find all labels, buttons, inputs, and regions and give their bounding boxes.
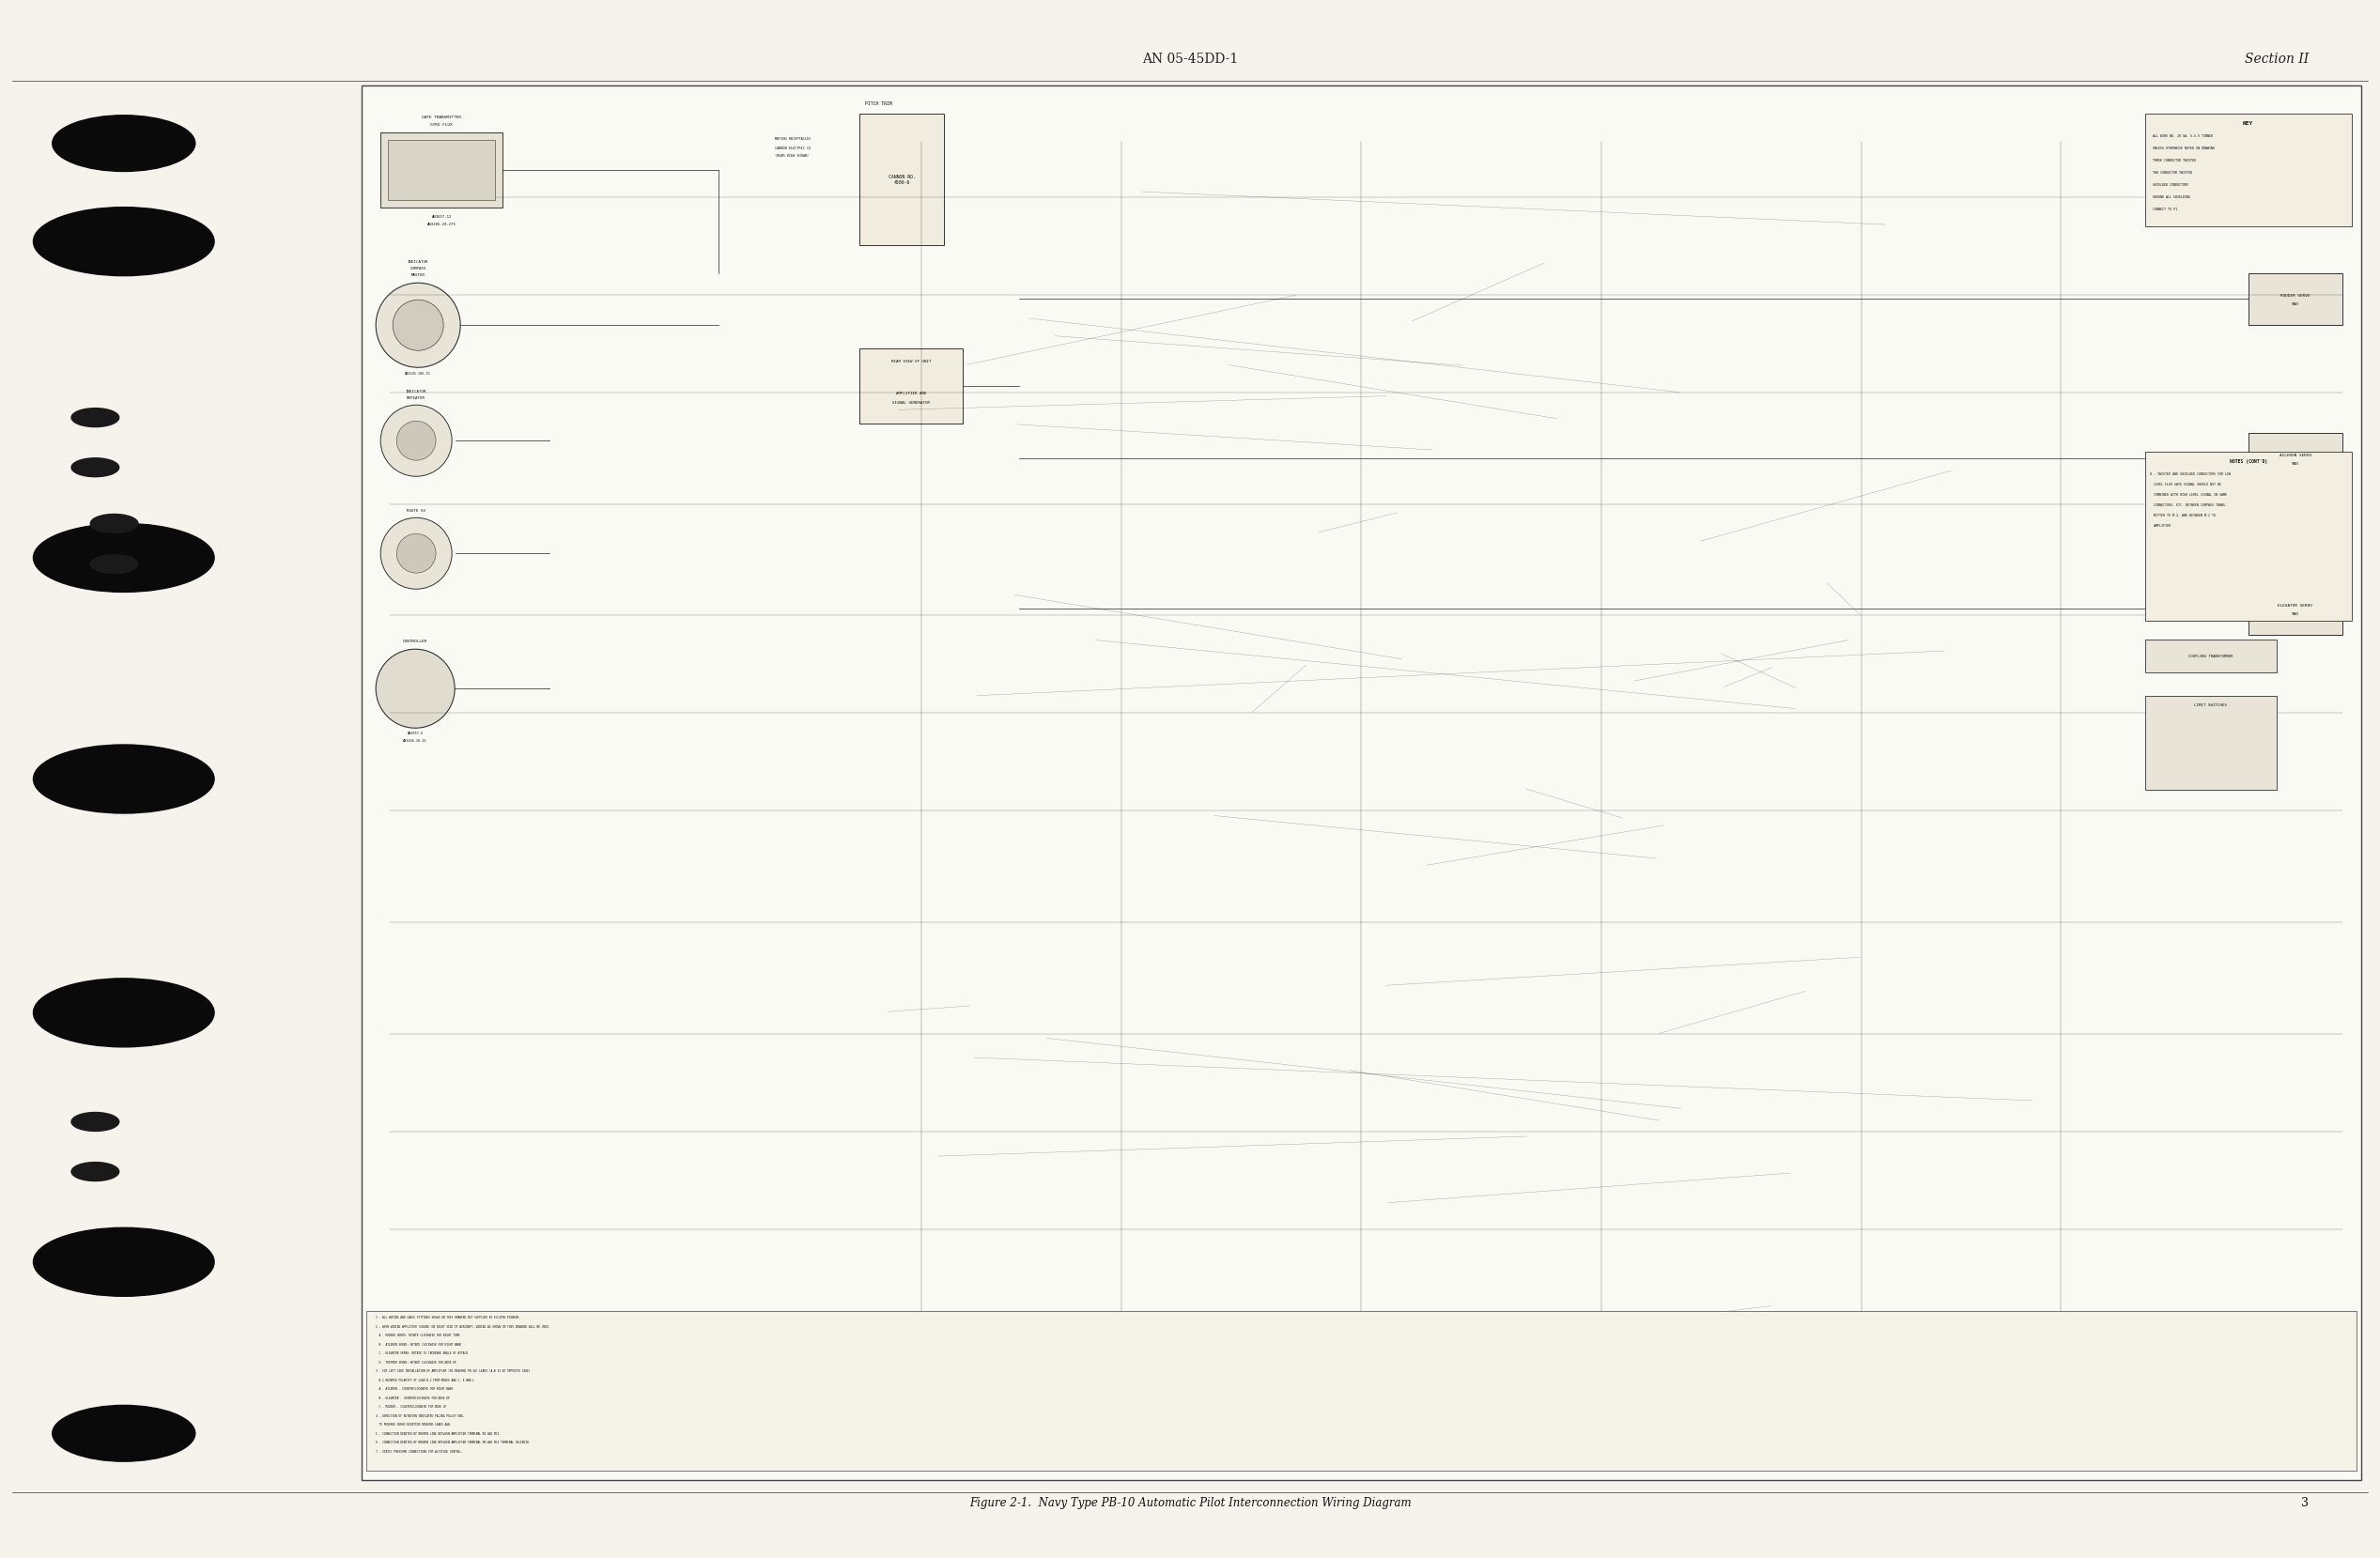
- Bar: [859, 349, 964, 424]
- Text: C - ELEVATOR SERVO: ROTATE TO INCREASE ANGLE OF ATTACK: C - ELEVATOR SERVO: ROTATE TO INCREASE A…: [376, 1351, 469, 1355]
- Ellipse shape: [90, 555, 138, 573]
- Ellipse shape: [33, 1228, 214, 1296]
- Text: MITTER TO M-2, AND BETWEEN M-2 TO: MITTER TO M-2, AND BETWEEN M-2 TO: [2149, 514, 2216, 517]
- Text: A - AILERON - COUNTERCLOCKWISE FOR RIGHT BANK: A - AILERON - COUNTERCLOCKWISE FOR RIGHT…: [376, 1387, 452, 1391]
- Text: B - ELEVATOR - COUNTERCLOCKWISE FOR NOSE UP: B - ELEVATOR - COUNTERCLOCKWISE FOR NOSE…: [376, 1396, 450, 1399]
- Text: GYRO FLUX: GYRO FLUX: [431, 123, 452, 128]
- Bar: [2144, 114, 2351, 226]
- Bar: [381, 132, 502, 207]
- Text: UNLESS OTHERWISE NOTED ON DRAWING: UNLESS OTHERWISE NOTED ON DRAWING: [2152, 146, 2213, 151]
- Text: MATING RECEPTACLES: MATING RECEPTACLES: [776, 137, 812, 142]
- Text: B - AILERON SERVO: ROTATE CLOCKWISE FOR RIGHT BANK: B - AILERON SERVO: ROTATE CLOCKWISE FOR …: [376, 1343, 462, 1346]
- Text: LEVEL FLUX GATE SIGNAL SHOULD NOT BE: LEVEL FLUX GATE SIGNAL SHOULD NOT BE: [2149, 483, 2221, 486]
- Circle shape: [376, 650, 455, 728]
- Text: COMPASS: COMPASS: [409, 266, 426, 271]
- Text: CANNON ELECTRIC CO: CANNON ELECTRIC CO: [776, 146, 812, 151]
- Bar: [362, 86, 2361, 1480]
- Text: AN 05-45DD-1: AN 05-45DD-1: [1142, 53, 1238, 65]
- Text: SIGNAL GENERATOR: SIGNAL GENERATOR: [892, 402, 931, 405]
- Ellipse shape: [71, 1162, 119, 1181]
- Circle shape: [381, 405, 452, 477]
- Circle shape: [393, 299, 443, 351]
- Bar: [859, 114, 945, 245]
- Bar: [2144, 452, 2351, 622]
- Text: MASTER: MASTER: [412, 274, 426, 277]
- Text: 5 - CONNECTION DENOTED BY BROKEN LINE BETWEEN AMPLIFIER TERMINAL M2 AND MCI.: 5 - CONNECTION DENOTED BY BROKEN LINE BE…: [376, 1432, 500, 1435]
- Text: A - RUDDER SERVO: ROTATE CLOCKWISE FOR RIGHT TURN: A - RUDDER SERVO: ROTATE CLOCKWISE FOR R…: [376, 1334, 459, 1337]
- Text: CONNECTORS, ETC. BETWEEN COMPASS TRANS-: CONNECTORS, ETC. BETWEEN COMPASS TRANS-: [2149, 503, 2228, 508]
- Ellipse shape: [71, 1112, 119, 1131]
- Text: AN3106-18-15: AN3106-18-15: [402, 740, 428, 743]
- Text: GROUND ALL SHIELDING: GROUND ALL SHIELDING: [2152, 196, 2190, 199]
- Text: 5N0: 5N0: [2292, 461, 2299, 466]
- Text: REAR VIEW OF UNIT: REAR VIEW OF UNIT: [890, 360, 931, 363]
- Text: AN3057-12: AN3057-12: [431, 215, 452, 220]
- Bar: [2249, 274, 2342, 326]
- Text: GATE TRANSMITTER: GATE TRANSMITTER: [421, 115, 462, 120]
- Text: 3: 3: [2301, 1497, 2309, 1510]
- Text: INDICATOR: INDICATOR: [407, 260, 428, 265]
- Circle shape: [381, 517, 452, 589]
- Bar: [2249, 583, 2342, 636]
- Text: PITCH TRIM: PITCH TRIM: [864, 101, 892, 106]
- Text: AN3106-20-27S: AN3106-20-27S: [426, 223, 457, 226]
- Text: AN3057-6: AN3057-6: [407, 732, 424, 735]
- Text: C - RUDDER - COUNTERCLOCKWISE FOR NOSE UP: C - RUDDER - COUNTERCLOCKWISE FOR NOSE U…: [376, 1405, 447, 1408]
- Text: AMPLIFIER AND: AMPLIFIER AND: [895, 393, 926, 396]
- Ellipse shape: [33, 523, 214, 592]
- Text: CANNON NO.
4500-6: CANNON NO. 4500-6: [888, 174, 916, 185]
- Text: TWO CONDUCTOR TWISTED: TWO CONDUCTOR TWISTED: [2152, 171, 2192, 174]
- Circle shape: [376, 284, 459, 368]
- Text: KEY: KEY: [2242, 122, 2254, 126]
- Text: Figure 2-1.  Navy Type PB-10 Automatic Pilot Interconnection Wiring Diagram: Figure 2-1. Navy Type PB-10 Automatic Pi…: [969, 1497, 1411, 1510]
- Text: 5N0: 5N0: [2292, 612, 2299, 615]
- Text: ROUTE 50: ROUTE 50: [407, 509, 426, 513]
- Text: INDICATOR: INDICATOR: [405, 390, 426, 394]
- Ellipse shape: [52, 1405, 195, 1461]
- Text: CONNECT TO P1: CONNECT TO P1: [2152, 207, 2178, 212]
- Circle shape: [397, 534, 436, 573]
- Text: RUDDER SERVO: RUDDER SERVO: [2280, 294, 2311, 298]
- Bar: [367, 1312, 2356, 1471]
- Text: COMBINED WITH HIGH LEVEL SIGNAL IN SAME: COMBINED WITH HIGH LEVEL SIGNAL IN SAME: [2149, 494, 2228, 497]
- Ellipse shape: [90, 514, 138, 533]
- Text: (REAR VIEW SHOWN): (REAR VIEW SHOWN): [776, 154, 809, 157]
- Text: COUPLING TRANSFORMER: COUPLING TRANSFORMER: [2187, 654, 2232, 657]
- Text: B-1 REVERSE POLARITY OF LEAD B-2 FROM MODES AND C, E AND L: B-1 REVERSE POLARITY OF LEAD B-2 FROM MO…: [376, 1379, 474, 1382]
- Bar: [2144, 696, 2275, 790]
- Text: D - TRIMMER SERVO: ROTATE CLOCKWISE FOR NOSE UP: D - TRIMMER SERVO: ROTATE CLOCKWISE FOR …: [376, 1360, 457, 1365]
- Ellipse shape: [71, 458, 119, 477]
- Bar: [2249, 433, 2342, 485]
- Circle shape: [397, 421, 436, 460]
- Bar: [2144, 640, 2275, 673]
- Ellipse shape: [33, 207, 214, 276]
- Text: THREE CONDUCTOR TWISTED: THREE CONDUCTOR TWISTED: [2152, 159, 2197, 162]
- Text: AMPLIFIER: AMPLIFIER: [2149, 523, 2171, 528]
- Text: TO REVERSE SERVO ROTATION REVERSE LEADS A&B.: TO REVERSE SERVO ROTATION REVERSE LEADS …: [376, 1422, 452, 1427]
- Ellipse shape: [33, 978, 214, 1047]
- Ellipse shape: [52, 115, 195, 171]
- Text: CONTROLLER: CONTROLLER: [402, 640, 428, 643]
- Text: 5N0: 5N0: [2292, 302, 2299, 305]
- Text: 3 - FOR LEFT SIDE INSTALLATION OF AMPLIFIER (5D-REVERSE PB-10) LEADS (A,B IS AT : 3 - FOR LEFT SIDE INSTALLATION OF AMPLIF…: [376, 1369, 531, 1373]
- Text: AN3106-18S-15: AN3106-18S-15: [405, 372, 431, 375]
- Text: 4 - DIRECTION OF ROTATION INDICATED FACING PULLEY END.: 4 - DIRECTION OF ROTATION INDICATED FACI…: [376, 1415, 464, 1418]
- Text: SHIELDED CONDUCTORS: SHIELDED CONDUCTORS: [2152, 184, 2187, 187]
- Text: AILERON SERVO: AILERON SERVO: [2280, 453, 2311, 456]
- Ellipse shape: [71, 408, 119, 427]
- Text: 7 - STATIC PRESSURE CONNECTIONS FOR ALTITUDE CONTROL.: 7 - STATIC PRESSURE CONNECTIONS FOR ALTI…: [376, 1449, 464, 1454]
- Text: REPEATER: REPEATER: [407, 397, 426, 400]
- Text: 6 - CONNECTION DENOTED BY BROKEN LINE BETWEEN AMPLIFIER TERMINAL M0 AND MCI TERM: 6 - CONNECTION DENOTED BY BROKEN LINE BE…: [376, 1441, 531, 1444]
- Text: 8 - TWISTED AND SHIELDED CONDUCTORS FOR LOW: 8 - TWISTED AND SHIELDED CONDUCTORS FOR …: [2149, 472, 2230, 477]
- Bar: [388, 140, 495, 201]
- Text: NOTES (CONT'D): NOTES (CONT'D): [2230, 460, 2268, 464]
- Text: LIMIT SWITCHES: LIMIT SWITCHES: [2194, 704, 2228, 707]
- Text: ALL WIRE NO. 20 GA. S.S.S TINNED: ALL WIRE NO. 20 GA. S.S.S TINNED: [2152, 134, 2213, 139]
- Text: Section II: Section II: [2244, 53, 2309, 65]
- Text: ELEVATOR SERVO: ELEVATOR SERVO: [2278, 603, 2313, 608]
- Ellipse shape: [33, 745, 214, 813]
- Text: 1 - ALL WIRING AND CABLE FITTINGS SHOWN ON THIS DRAWING NOT SUPPLIED BY ECLIPSE-: 1 - ALL WIRING AND CABLE FITTINGS SHOWN …: [376, 1317, 521, 1320]
- Text: 2 - WHEN WIRING AMPLIFIER (5D40B) ON RIGHT SIDE OF AIRCRAFT, WIRING AS SHOWN ON : 2 - WHEN WIRING AMPLIFIER (5D40B) ON RIG…: [376, 1324, 550, 1329]
